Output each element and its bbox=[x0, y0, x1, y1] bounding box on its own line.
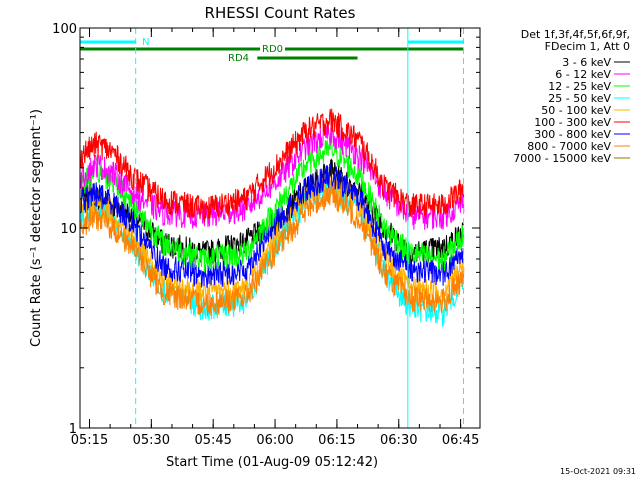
y-tick-label: 10 bbox=[60, 222, 77, 237]
legend-label: 300 - 800 keV bbox=[534, 128, 611, 141]
legend-label: 100 - 300 keV bbox=[534, 116, 611, 129]
y-tick-label: 1 bbox=[69, 422, 77, 437]
attenuator-bars: N RD0 RD4 bbox=[80, 36, 464, 64]
legend-label: 800 - 7000 keV bbox=[527, 140, 611, 153]
x-tick-label: 06:30 bbox=[380, 433, 417, 448]
bar-label-bg bbox=[226, 52, 251, 63]
y-tick-label: 100 bbox=[52, 22, 77, 37]
x-tick-label: 06:00 bbox=[256, 433, 293, 448]
x-tick-label: 06:15 bbox=[318, 433, 355, 448]
state-bar-label: RD4 bbox=[228, 53, 249, 64]
legend-header: FDecim 1, Att 0 bbox=[545, 40, 630, 53]
legend-header: Det 1f,3f,4f,5f,6f,9f, bbox=[521, 28, 630, 41]
state-bar-label: N bbox=[142, 37, 149, 48]
legend: Det 1f,3f,4f,5f,6f,9f,FDecim 1, Att 0 3 -… bbox=[513, 28, 630, 165]
series-line bbox=[80, 108, 465, 223]
state-bar-label: RD0 bbox=[262, 44, 283, 55]
legend-label: 25 - 50 keV bbox=[548, 92, 611, 105]
footer-timestamp: 15-Oct-2021 09:31 bbox=[560, 467, 636, 476]
x-axis-label: Start Time (01-Aug-09 05:12:42) bbox=[166, 455, 378, 470]
series-group bbox=[80, 108, 465, 328]
series-line bbox=[80, 180, 465, 317]
x-tick-label: 05:30 bbox=[133, 433, 170, 448]
legend-label: 12 - 25 keV bbox=[548, 80, 611, 93]
bar-label-bg bbox=[140, 36, 151, 47]
chart-title: RHESSI Count Rates bbox=[205, 4, 356, 22]
series-line bbox=[80, 137, 465, 273]
legend-label: 7000 - 15000 keV bbox=[513, 152, 611, 165]
bar-label-bg bbox=[260, 43, 285, 54]
x-tick-label: 05:15 bbox=[71, 433, 108, 448]
legend-label: 3 - 6 keV bbox=[562, 56, 611, 69]
x-tick-label: 06:45 bbox=[442, 433, 479, 448]
y-axis-label: Count Rate (s⁻¹ detector segment⁻¹) bbox=[29, 109, 44, 347]
legend-label: 6 - 12 keV bbox=[555, 68, 611, 81]
x-axis: 05:15 05:30 05:45 06:00 06:15 06:30 06:45 bbox=[71, 28, 479, 448]
x-tick-label: 05:45 bbox=[194, 433, 231, 448]
legend-label: 50 - 100 keV bbox=[541, 104, 611, 117]
y-axis: 1 10 100 bbox=[52, 22, 480, 437]
